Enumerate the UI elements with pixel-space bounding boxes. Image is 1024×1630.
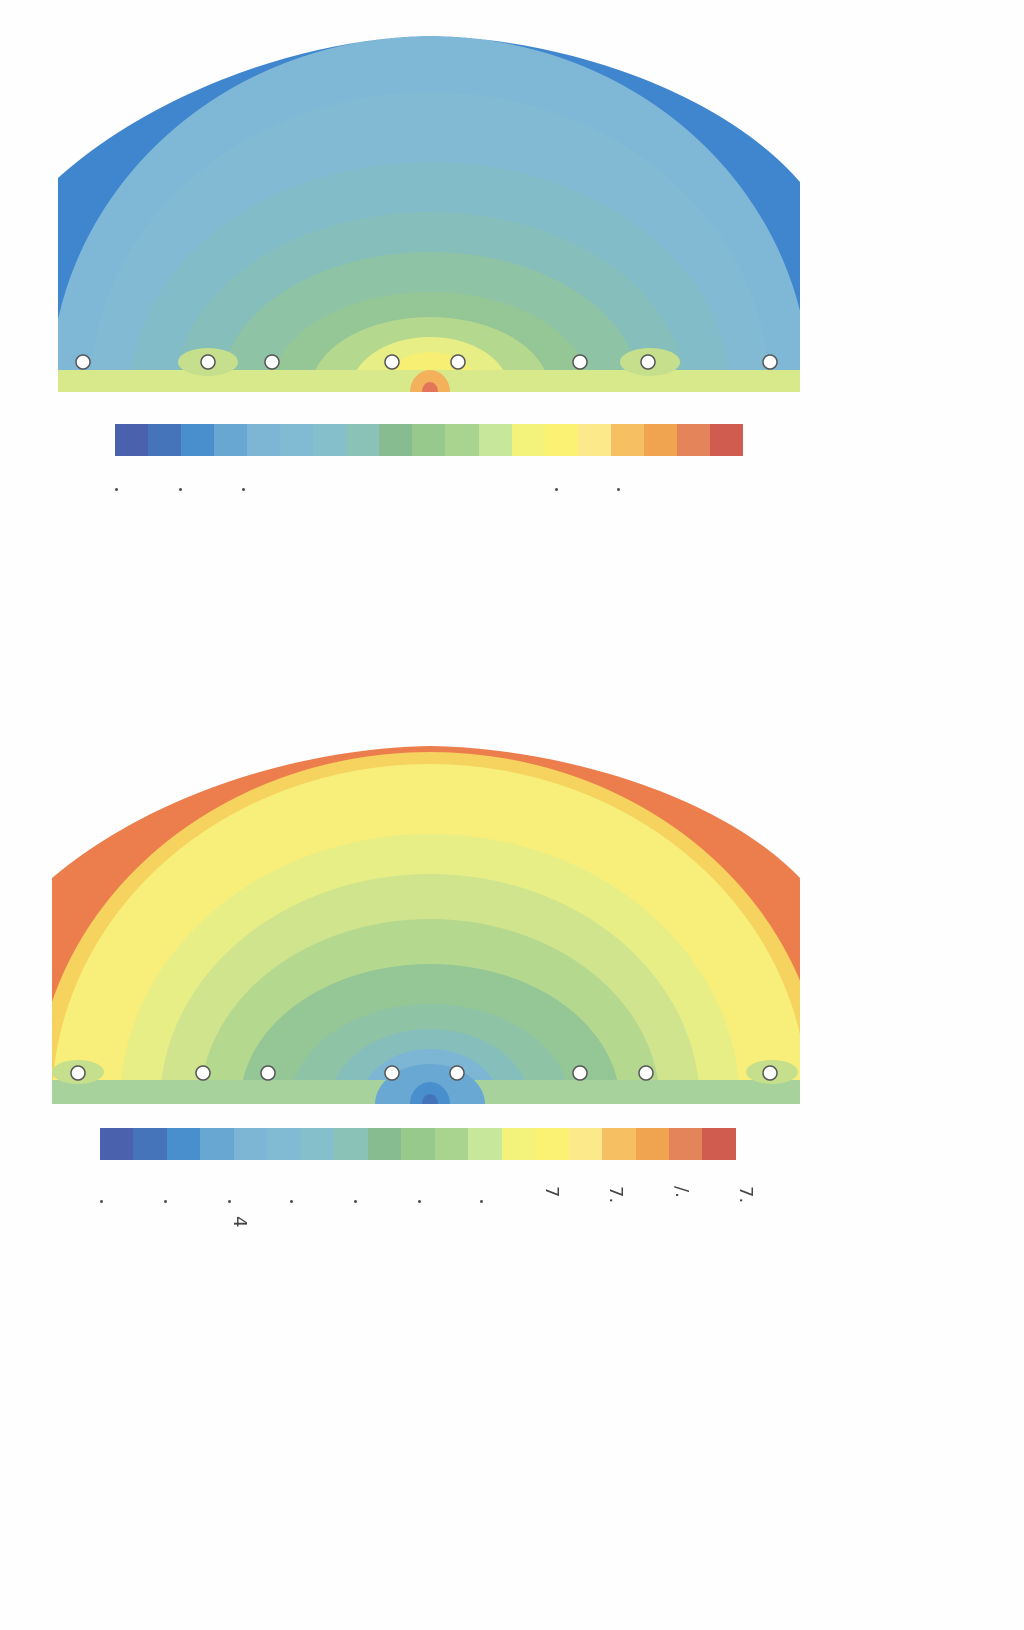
circle-marker-icon bbox=[70, 1065, 86, 1081]
circle-marker-icon bbox=[75, 354, 91, 370]
circle-marker-icon bbox=[200, 354, 216, 370]
tick-mark bbox=[164, 1200, 167, 1203]
colorbar-swatch bbox=[577, 424, 611, 456]
tick-mark bbox=[555, 488, 558, 491]
circle-marker-icon bbox=[762, 354, 778, 370]
colorbar-swatch bbox=[267, 1128, 301, 1160]
colorbar-swatch bbox=[181, 424, 215, 456]
colorbar-swatch bbox=[346, 424, 380, 456]
circle-marker-icon bbox=[384, 1065, 400, 1081]
colorbar-swatch bbox=[115, 424, 149, 456]
tick-mark bbox=[290, 1200, 293, 1203]
top-field-plot bbox=[0, 0, 1024, 520]
circle-marker-icon bbox=[572, 1065, 588, 1081]
colorbar-swatch bbox=[535, 1128, 569, 1160]
colorbar-swatch bbox=[445, 424, 479, 456]
colorbar-swatch bbox=[702, 1128, 736, 1160]
circle-marker-icon bbox=[260, 1065, 276, 1081]
tick-label: /. bbox=[671, 1186, 692, 1198]
circle-marker-icon bbox=[384, 354, 400, 370]
tick-mark bbox=[617, 488, 620, 491]
colorbar-swatch bbox=[166, 1128, 201, 1160]
colorbar-swatch bbox=[214, 424, 248, 456]
colorbar-swatch bbox=[300, 1128, 335, 1160]
colorbar-swatch bbox=[568, 1128, 603, 1160]
tick-mark bbox=[115, 488, 118, 491]
bottom-colorbar bbox=[100, 1128, 736, 1160]
bottom-field-plot: 7 7. /. 7. 4 bbox=[0, 700, 1024, 1260]
circle-marker-icon bbox=[449, 1065, 465, 1081]
tick-label: 7. bbox=[735, 1186, 756, 1204]
colorbar-swatch bbox=[501, 1128, 536, 1160]
circle-marker-icon bbox=[762, 1065, 778, 1081]
tick-label: 7. bbox=[605, 1186, 626, 1204]
electrode-markers bbox=[70, 1065, 778, 1081]
colorbar-swatch bbox=[544, 424, 578, 456]
colorbar-swatch bbox=[334, 1128, 368, 1160]
tick-mark bbox=[242, 488, 245, 491]
circle-marker-icon bbox=[264, 354, 280, 370]
bottom-colorbar-ticks: 7 7. /. 7. 4 bbox=[100, 1186, 760, 1228]
colorbar-swatch bbox=[468, 1128, 502, 1160]
colorbar-swatch bbox=[643, 424, 677, 456]
bottom-field-map bbox=[52, 746, 800, 1104]
circle-marker-icon bbox=[450, 354, 466, 370]
circle-marker-icon bbox=[640, 354, 656, 370]
colorbar-swatch bbox=[401, 1128, 435, 1160]
tick-mark bbox=[480, 1200, 483, 1203]
electrode-markers bbox=[75, 354, 778, 370]
tick-mark bbox=[354, 1200, 357, 1203]
colorbar-swatch bbox=[511, 424, 545, 456]
colorbar-swatch bbox=[200, 1128, 234, 1160]
colorbar-swatch bbox=[635, 1128, 669, 1160]
colorbar-swatch bbox=[247, 424, 281, 456]
colorbar-swatch bbox=[233, 1128, 268, 1160]
colorbar-swatch bbox=[148, 424, 182, 456]
top-colorbar-ticks bbox=[115, 488, 743, 528]
colorbar-swatch bbox=[133, 1128, 167, 1160]
colorbar-swatch bbox=[313, 424, 347, 456]
colorbar-swatch bbox=[100, 1128, 134, 1160]
circle-marker-icon bbox=[195, 1065, 211, 1081]
colorbar-swatch bbox=[610, 424, 644, 456]
colorbar-swatch bbox=[367, 1128, 402, 1160]
top-colorbar bbox=[115, 424, 743, 456]
tick-mark bbox=[100, 1200, 103, 1203]
tick-mark bbox=[228, 1200, 231, 1203]
colorbar-swatch bbox=[434, 1128, 469, 1160]
colorbar-swatch bbox=[709, 424, 743, 456]
tick-mark bbox=[179, 488, 182, 491]
tick-mark bbox=[418, 1200, 421, 1203]
colorbar-swatch bbox=[668, 1128, 703, 1160]
colorbar-swatch bbox=[676, 424, 710, 456]
colorbar-swatch bbox=[379, 424, 413, 456]
top-field-map bbox=[58, 36, 800, 392]
tick-label-extra: 4 bbox=[229, 1216, 250, 1228]
colorbar-swatch bbox=[412, 424, 446, 456]
colorbar-swatch bbox=[478, 424, 512, 456]
colorbar-swatch bbox=[602, 1128, 636, 1160]
circle-marker-icon bbox=[638, 1065, 654, 1081]
tick-label: 7 bbox=[541, 1186, 562, 1198]
circle-marker-icon bbox=[572, 354, 588, 370]
colorbar-swatch bbox=[280, 424, 314, 456]
